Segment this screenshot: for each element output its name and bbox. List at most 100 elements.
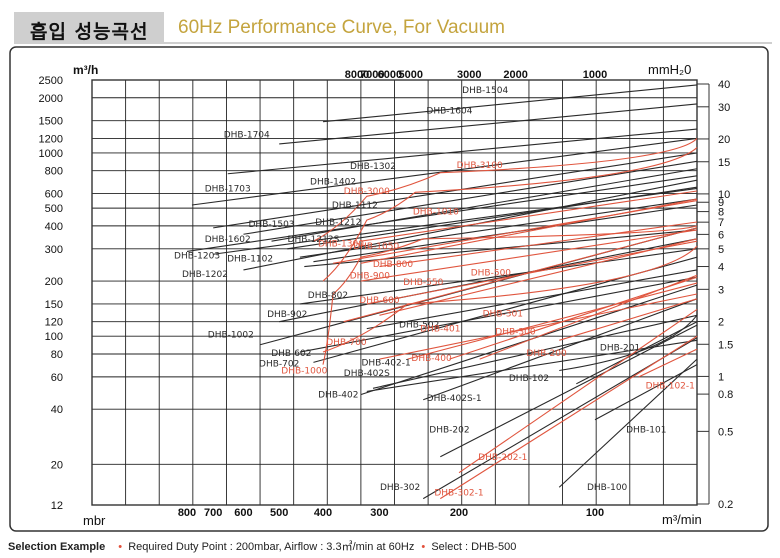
curve-label: DHB-802 <box>308 291 348 301</box>
curve-label: DHB-1212 <box>315 218 361 228</box>
curve-label: DHB-1202 <box>182 270 228 280</box>
curve-label: DHB-702 <box>259 359 299 369</box>
curve-label: DHB-1504 <box>462 86 508 96</box>
curve-label: DHB-1503 <box>249 220 295 230</box>
curve-dhb-402s <box>366 339 698 392</box>
curve-dhb-302-1 <box>440 335 698 500</box>
curve-dhb-1010 <box>360 190 698 242</box>
curve-dhb-100 <box>558 358 698 488</box>
title-korean: 흡입 성능곡선 <box>30 21 149 43</box>
right-tick-label: 0.5 <box>718 426 733 438</box>
curve-label: DHB-402-1 <box>361 358 410 368</box>
curve-labels: DHB-1504 DHB-1604 DHB-1704 DHB-1703 DHB-1602… <box>174 86 695 499</box>
curve-label: DHB-300 <box>495 328 536 338</box>
right-axis-unit: mmH₂0 <box>648 62 691 77</box>
left-tick-label: 500 <box>45 203 63 215</box>
left-tick-label: 2500 <box>39 75 63 87</box>
curve-dhb-402-1 <box>372 314 698 389</box>
curve-label: DHB-200 <box>526 349 567 359</box>
curve-label: DHB-1402 <box>310 177 356 187</box>
curve-dhb-900 <box>360 229 698 282</box>
curve-label: DHB-700 <box>326 338 367 348</box>
performance-chart: DHB-1504 DHB-1604 DHB-1704 DHB-1703 DHB-1602… <box>9 46 769 532</box>
curve-dhb-1703 <box>191 137 698 206</box>
right-tick-label: 0.2 <box>718 499 733 511</box>
curve-dhb-101 <box>594 364 698 421</box>
curve-label: DHB-600 <box>359 296 400 306</box>
curve-label: DHB-1602 <box>205 235 251 245</box>
curve-dhb-102 <box>576 321 698 385</box>
curve-dhb-3100 <box>313 138 698 242</box>
left-tick-label: 40 <box>51 404 63 416</box>
curve-label: DHB-302 <box>380 483 420 493</box>
curve-label: DHB-1212S <box>288 235 340 245</box>
curve-dhb-1000 <box>322 225 698 365</box>
curve-label: DHB-302-1 <box>434 489 483 499</box>
curve-label: DHB-1112 <box>332 201 378 211</box>
curve-label: DHB-800 <box>373 260 414 270</box>
bottom-axis-unit-left: mbr <box>83 513 106 528</box>
bottom-tick-label: 300 <box>370 507 388 519</box>
right-tick-label: 40 <box>718 79 730 91</box>
curve-dhb-1504 <box>322 84 698 123</box>
left-tick-label: 150 <box>45 299 63 311</box>
curve-dhb-300 <box>479 274 698 360</box>
footer-label: Selection Example <box>8 541 106 553</box>
curve-dhb-1302 <box>271 168 698 242</box>
curve-label: DHB-401 <box>420 325 460 335</box>
curve-label: DHB-1703 <box>205 184 251 194</box>
curve-label: DHB-100 <box>587 483 628 493</box>
curve-dhb-200 <box>559 298 698 341</box>
right-tick-label: 15 <box>718 157 730 169</box>
curve-label: DHB-402 <box>318 391 358 401</box>
right-tick-label: 1.5 <box>718 339 733 351</box>
left-tick-label: 400 <box>45 221 63 233</box>
curve-dhb-600 <box>343 227 698 323</box>
top-tick-label: 7000 <box>360 69 384 81</box>
left-tick-label: 80 <box>51 349 63 361</box>
bullet-icon: • <box>118 541 123 553</box>
curve-label: DHB-402S <box>344 369 390 379</box>
curve-dhb-3000 <box>322 147 698 282</box>
right-tick-label: 8 <box>718 207 724 219</box>
curve-label: DHB-102-1 <box>646 381 695 391</box>
curve-dhb-1212 <box>299 198 698 258</box>
left-tick-label: 120 <box>45 317 63 329</box>
right-tick-label: 1 <box>718 371 724 383</box>
right-tick-label: 0.8 <box>718 389 733 401</box>
curve-label: DHB-1203 <box>174 252 220 262</box>
curve-dhb-802 <box>299 248 698 305</box>
bottom-axis-unit-right: m³/min <box>662 512 702 527</box>
curve-dhb-1503 <box>243 160 698 235</box>
right-tick-label: 2 <box>718 316 724 328</box>
curve-dhb-902 <box>279 238 698 323</box>
bottom-tick-label: 600 <box>234 507 252 519</box>
curve-label: DHB-202-1 <box>478 453 527 463</box>
curve-dhb-202 <box>440 324 698 458</box>
curve-label: DHB-202 <box>429 425 469 435</box>
curve-label: DHB-1300 <box>318 240 364 250</box>
title-divider <box>14 42 772 44</box>
grid <box>91 79 698 506</box>
left-axis-unit: m³/h <box>73 63 98 77</box>
curve-label: DHB-1704 <box>224 131 270 141</box>
left-tick-label: 1500 <box>39 116 63 128</box>
curve-label: DHB-1302 <box>350 162 396 172</box>
top-tick-label: 6000 <box>378 69 402 81</box>
curve-dhb-1203 <box>186 175 698 253</box>
left-tick-label: 60 <box>51 372 63 384</box>
left-tick-label: 600 <box>45 189 63 201</box>
right-tick-label: 3 <box>718 284 724 296</box>
curve-label: DHB-1102 <box>227 255 273 265</box>
curve-label: DHB-3000 <box>344 187 390 197</box>
curve-label: DHB-1010 <box>413 207 459 217</box>
curve-dhb-602 <box>299 276 698 353</box>
right-tick-label: 10 <box>718 189 730 201</box>
curve-label: DHB-500 <box>471 269 512 279</box>
curve-label: DHB-602 <box>271 349 311 359</box>
curve-dhb-102-1 <box>638 348 698 378</box>
curve-dhb-1050 <box>360 198 698 264</box>
curve-dhb-1604 <box>279 103 698 145</box>
curve-dhb-202-1 <box>458 308 698 474</box>
axes: 1220406080100120150200300400500600800100… <box>39 62 734 528</box>
